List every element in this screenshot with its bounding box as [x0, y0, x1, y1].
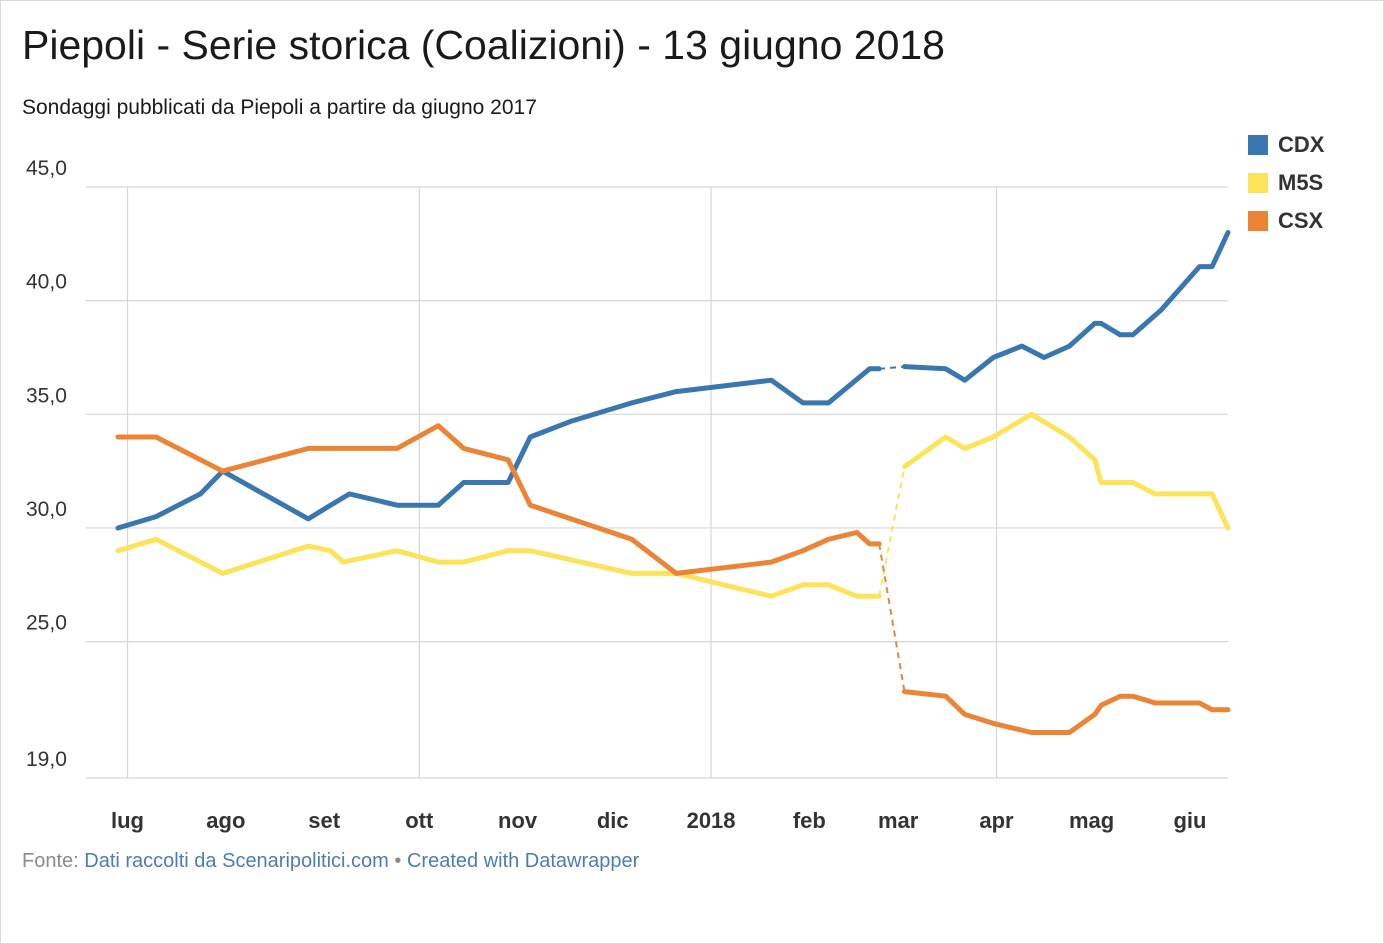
legend: CDX M5S CSX	[1248, 126, 1324, 240]
x-tick-label: mag	[1069, 808, 1114, 833]
legend-swatch-m5s	[1248, 173, 1268, 193]
y-tick-label: 35,0	[26, 384, 67, 407]
chart-subtitle: Sondaggi pubblicati da Piepoli a partire…	[22, 96, 537, 119]
y-tick-label: 19,0	[26, 748, 67, 771]
datawrapper-link[interactable]: Created with Datawrapper	[406, 850, 640, 872]
chart-title: Piepoli - Serie storica (Coalizioni) - 1…	[22, 22, 945, 68]
x-tick-label: lug	[111, 808, 144, 833]
footer-prefix: Fonte:	[22, 850, 79, 872]
series-line-m5s	[115, 536, 882, 599]
legend-swatch-csx	[1248, 211, 1268, 231]
x-tick-label: 2018	[687, 808, 736, 833]
legend-label-cdx: CDX	[1278, 132, 1325, 157]
x-tick-label: apr	[979, 808, 1014, 833]
legend-label-m5s: M5S	[1278, 170, 1324, 195]
legend-item-m5s: M5S	[1248, 164, 1324, 202]
series-line-csx	[902, 689, 1231, 735]
series-line-csx	[115, 423, 882, 576]
footer-separator: •	[394, 850, 402, 872]
x-tick-label: nov	[498, 808, 538, 833]
footer: Fonte: Dati raccolti da Scenaripolitici.…	[22, 850, 639, 873]
legend-item-cdx: CDX	[1248, 126, 1324, 164]
y-tick-label: 30,0	[26, 498, 67, 521]
series-line-cdx	[115, 366, 882, 531]
x-tick-label: ago	[206, 808, 245, 833]
y-tick-label: 25,0	[26, 612, 67, 635]
x-tick-label: mar	[878, 808, 919, 833]
x-tick-label: dic	[597, 808, 629, 833]
series-gap-m5s	[878, 466, 906, 597]
y-tick-label: 40,0	[26, 271, 67, 294]
legend-item-csx: CSX	[1248, 202, 1324, 240]
x-tick-label: feb	[793, 808, 826, 833]
series-line-m5s	[902, 411, 1231, 531]
legend-swatch-cdx	[1248, 135, 1268, 155]
legend-label-csx: CSX	[1278, 208, 1324, 233]
series-gap-cdx	[879, 365, 905, 370]
x-tick-label: giu	[1173, 808, 1206, 833]
x-tick-label: set	[308, 808, 340, 833]
series-line-cdx	[902, 230, 1231, 383]
y-tick-label: 45,0	[26, 157, 67, 180]
series-gap-csx	[878, 543, 906, 692]
source-link[interactable]: Dati raccolti da Scenaripolitici.com	[84, 850, 389, 872]
x-tick-label: ott	[405, 808, 434, 833]
